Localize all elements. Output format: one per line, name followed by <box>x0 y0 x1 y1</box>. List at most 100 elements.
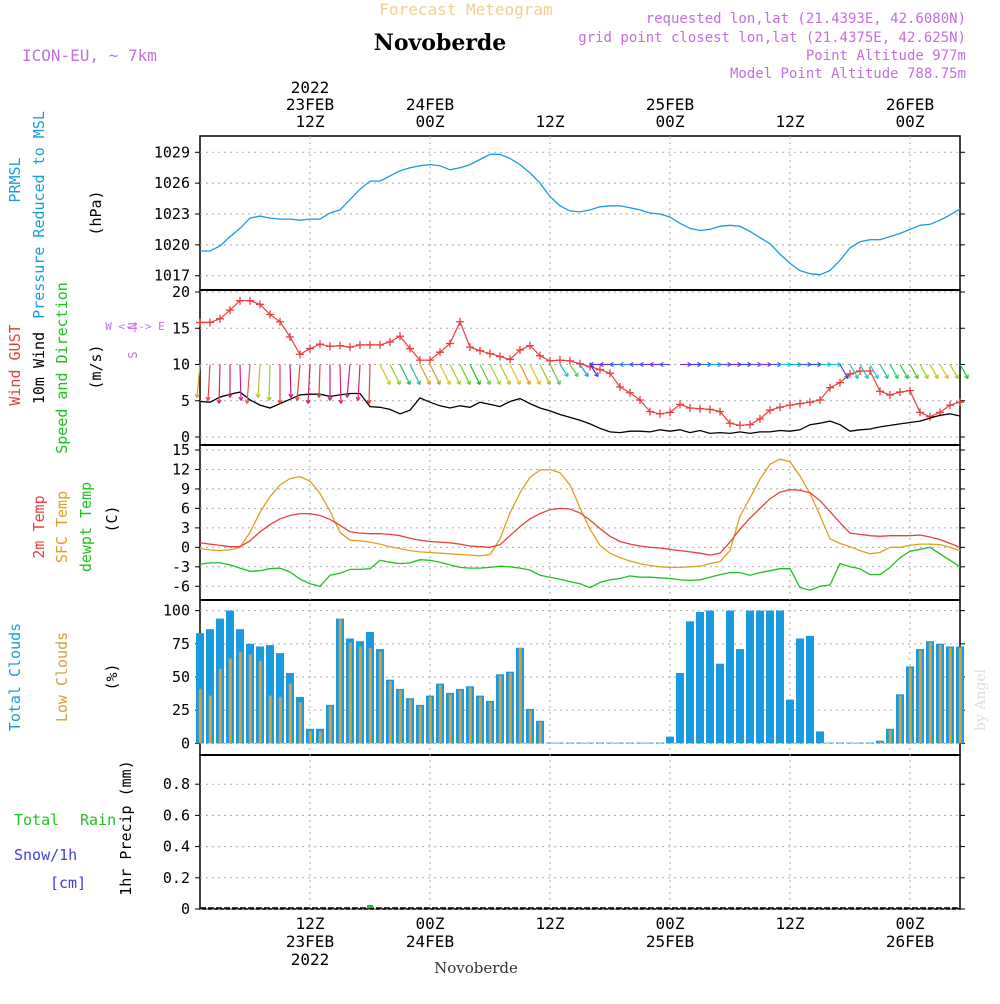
bottom-time-label: 12Z <box>776 914 805 933</box>
low-cloud-bar <box>378 651 382 744</box>
ytick-label-wind: 20 <box>172 283 190 301</box>
wind-arrowhead <box>216 399 222 404</box>
low-cloud-bar <box>208 695 212 744</box>
total-cloud-bar <box>646 742 654 744</box>
wind-arrowhead <box>266 396 272 401</box>
wind-direction-arrow <box>839 364 849 379</box>
point-altitude: Point Altitude 977m <box>806 48 966 64</box>
gust-marker <box>866 367 874 376</box>
wind-arrowhead <box>584 372 589 378</box>
wind-arrowhead <box>506 380 511 386</box>
compass-we: W <-|-> E <box>105 320 165 333</box>
footer-location: Novoberde <box>434 959 518 977</box>
ytick-label-wind: 0 <box>181 428 190 446</box>
bottom-time-label: 2022 <box>291 950 330 969</box>
wind-direction-arrow <box>379 364 391 385</box>
total-cloud-bar <box>806 635 814 744</box>
wind-gust-label: Wind GUST <box>6 324 24 405</box>
gust-marker <box>466 343 474 352</box>
low-cloud-bar <box>368 647 372 744</box>
wind-direction-arrow <box>419 364 431 385</box>
wind-arrowhead <box>496 380 501 386</box>
wind-arrowhead <box>904 374 909 380</box>
wind-direction-arrow <box>869 364 879 379</box>
bottom-time-label: 00Z <box>416 914 445 933</box>
wind-arrowhead <box>294 396 300 401</box>
gust-marker <box>556 356 564 365</box>
ytick-label-precip: 0.8 <box>163 775 190 793</box>
wind-direction-arrow <box>339 364 342 404</box>
total-cloud-bar <box>856 742 864 744</box>
low-cloud-bar <box>898 695 902 744</box>
gust-marker <box>406 344 414 353</box>
wind-arrowhead <box>536 380 541 386</box>
gust-marker <box>346 343 354 352</box>
wind-arrowhead <box>486 380 491 386</box>
low-cloud-bar <box>348 642 352 744</box>
ytick-label-temperature: 12 <box>172 460 190 478</box>
wind-arrowhead <box>864 374 869 380</box>
gust-marker <box>296 350 304 359</box>
dewpt-label: dewpt Temp <box>77 482 95 572</box>
top-time-label: 2022 <box>291 78 330 97</box>
wind-direction-arrow <box>469 364 481 385</box>
bottom-time-label: 00Z <box>896 914 925 933</box>
gust-marker <box>566 356 574 365</box>
gust-marker <box>876 387 884 396</box>
pressure-label-short: PRMSL <box>6 157 24 202</box>
low-cloud-bar <box>288 683 292 744</box>
top-time-label: 00Z <box>656 112 685 131</box>
gust-marker <box>856 367 864 376</box>
wind-arrowhead <box>416 380 421 386</box>
total-cloud-bar <box>556 742 564 744</box>
wind-direction-arrow <box>559 364 569 377</box>
ytick-label-temperature: 0 <box>181 538 190 556</box>
top-time-label: 00Z <box>896 112 925 131</box>
sfc-temp-label: SFC Temp <box>53 491 71 563</box>
low-cloud-bar <box>428 696 432 744</box>
gust-marker <box>616 382 624 391</box>
wind-direction-arrow <box>429 364 441 385</box>
gust-marker <box>646 407 654 416</box>
model-label: ICON-EU, ~ 7km <box>22 46 157 65</box>
gust-marker <box>816 396 824 405</box>
bottom-time-label: 24FEB <box>406 932 454 951</box>
ytick-label-pressure: 1017 <box>154 267 190 285</box>
gust-marker <box>796 399 804 408</box>
wind-arrowhead <box>436 380 441 386</box>
ytick-label-precip: 0 <box>181 900 190 918</box>
gust-marker <box>266 310 274 319</box>
pressure-line <box>200 153 961 276</box>
ytick-label-pressure: 1029 <box>154 143 190 161</box>
wind-direction-arrow <box>409 364 421 385</box>
wind-unit: (m/s) <box>87 344 105 389</box>
wind-arrowhead <box>924 374 929 380</box>
wind-arrowhead <box>594 372 599 378</box>
wind-direction-arrow <box>399 364 411 385</box>
gust-marker <box>276 317 284 326</box>
low-cloud-bar <box>958 647 962 744</box>
gust-marker <box>456 317 464 326</box>
temp2m-label: 2m Temp <box>30 495 48 558</box>
wind-arrowhead <box>844 374 849 380</box>
gust-marker <box>536 351 544 360</box>
wind-direction-arrow <box>549 364 561 385</box>
low-cloud-bar <box>478 696 482 744</box>
total-cloud-bar <box>736 649 744 744</box>
requested-coords: requested lon,lat (21.4393E, 42.6080N) <box>646 11 966 27</box>
gust-marker <box>956 398 964 407</box>
gust-marker <box>236 296 244 305</box>
wind-arrowhead <box>546 380 551 386</box>
gust-marker <box>696 404 704 413</box>
gust-marker <box>736 421 744 430</box>
wind-arrowhead <box>344 393 350 398</box>
wind-direction-arrow <box>196 364 201 398</box>
gust-marker <box>686 404 694 412</box>
ytick-label-pressure: 1026 <box>154 174 190 192</box>
wind-arrowhead <box>894 374 899 380</box>
wind-arrowhead <box>954 374 959 380</box>
wind-arrowhead <box>338 399 344 404</box>
gust-marker <box>656 409 664 418</box>
wind-direction-arrow <box>939 364 949 379</box>
